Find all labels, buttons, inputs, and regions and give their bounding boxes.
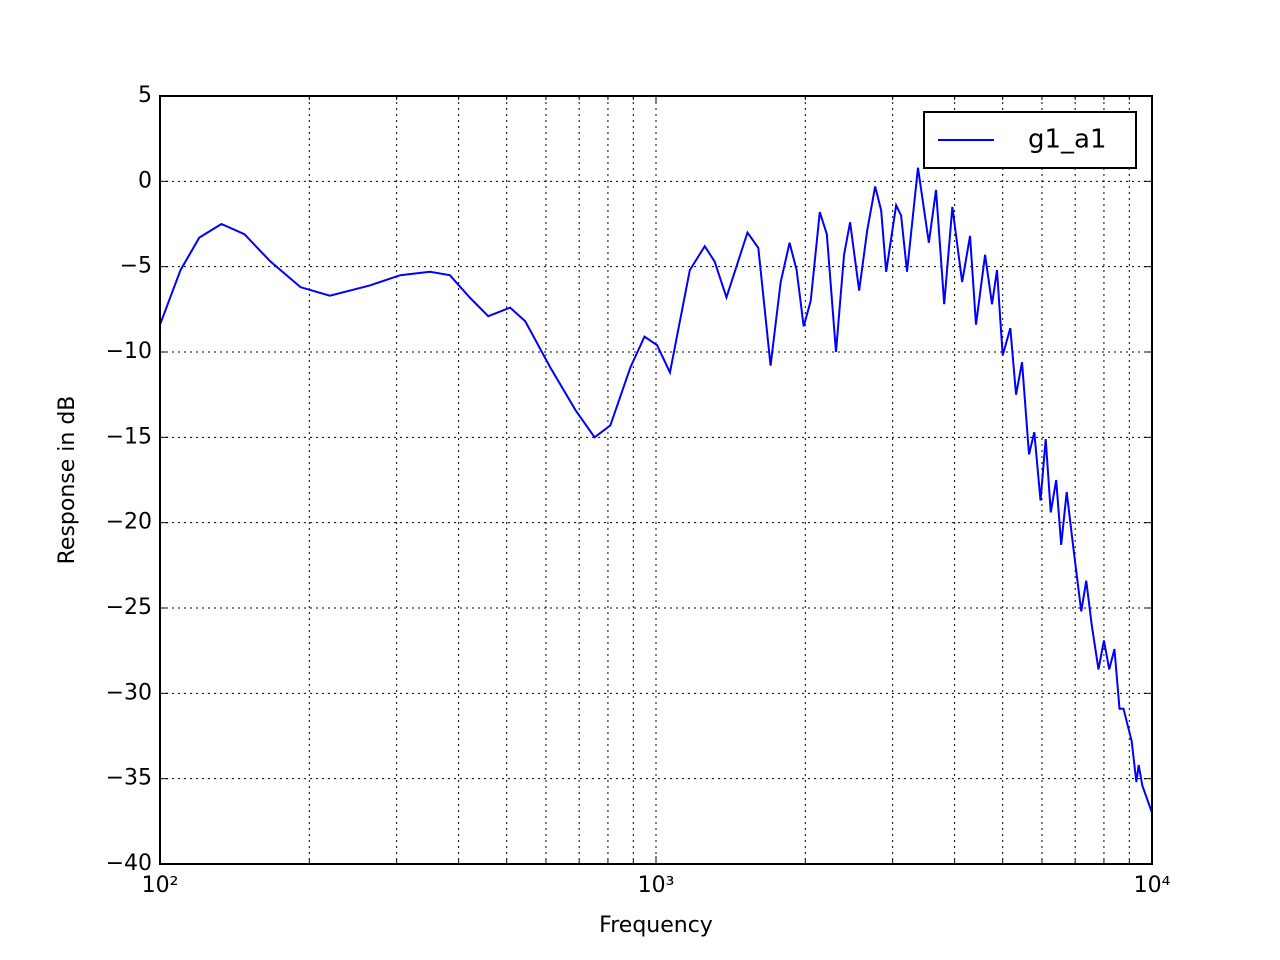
x-tick-label: 10⁴ [1134,873,1171,898]
x-tick-label: 10³ [638,873,675,898]
y-tick-label: −30 [106,680,152,705]
y-tick-label: −15 [106,424,152,449]
data-line [160,167,1152,814]
y-tick-label: −5 [120,254,152,279]
y-tick-label: −20 [106,510,152,535]
y-tick-label: −25 [106,595,152,620]
y-tick-label: −10 [106,339,152,364]
x-axis-label: Frequency [599,913,713,938]
x-tick-label: 10² [142,873,179,898]
y-tick-label: 0 [138,168,152,193]
legend-label: g1_a1 [1028,125,1107,155]
y-tick-label: −35 [106,766,152,791]
plot-frame [159,95,1153,865]
y-axis-label: Response in dB [55,396,80,565]
y-tick-label: −40 [106,851,152,876]
y-tick-label: 5 [138,83,152,108]
